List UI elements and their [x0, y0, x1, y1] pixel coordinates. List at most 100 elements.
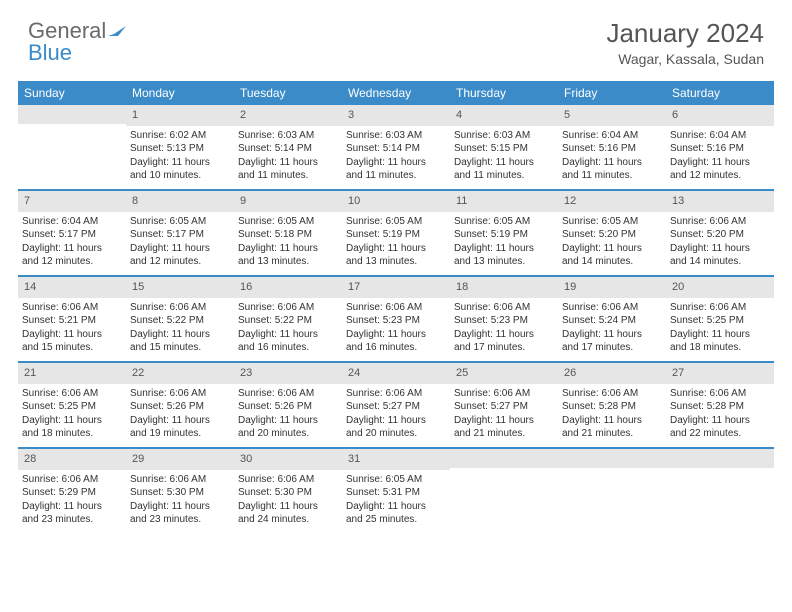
day-body: Sunrise: 6:06 AMSunset: 5:30 PMDaylight:… — [234, 470, 342, 531]
daylight-text: and 14 minutes. — [562, 255, 662, 269]
sunrise-text: Sunrise: 6:06 AM — [346, 387, 446, 401]
day-number: 6 — [666, 105, 774, 126]
day-cell — [450, 449, 558, 533]
daylight-text: and 25 minutes. — [346, 513, 446, 527]
day-number: 12 — [558, 191, 666, 212]
daylight-text: Daylight: 11 hours — [670, 328, 770, 342]
daylight-text: and 22 minutes. — [670, 427, 770, 441]
sunrise-text: Sunrise: 6:06 AM — [670, 215, 770, 229]
sunrise-text: Sunrise: 6:03 AM — [346, 129, 446, 143]
sunrise-text: Sunrise: 6:03 AM — [454, 129, 554, 143]
daylight-text: and 21 minutes. — [454, 427, 554, 441]
daylight-text: and 12 minutes. — [670, 169, 770, 183]
daylight-text: Daylight: 11 hours — [22, 414, 122, 428]
sunrise-text: Sunrise: 6:05 AM — [562, 215, 662, 229]
daylight-text: Daylight: 11 hours — [346, 414, 446, 428]
day-cell: 25Sunrise: 6:06 AMSunset: 5:27 PMDayligh… — [450, 363, 558, 447]
daylight-text: Daylight: 11 hours — [346, 500, 446, 514]
day-body: Sunrise: 6:06 AMSunset: 5:25 PMDaylight:… — [18, 384, 126, 445]
day-number: 29 — [126, 449, 234, 470]
sunrise-text: Sunrise: 6:06 AM — [562, 301, 662, 315]
day-body: Sunrise: 6:04 AMSunset: 5:16 PMDaylight:… — [666, 126, 774, 187]
day-number: 13 — [666, 191, 774, 212]
sunrise-text: Sunrise: 6:03 AM — [238, 129, 338, 143]
day-number — [450, 449, 558, 468]
sunrise-text: Sunrise: 6:06 AM — [130, 301, 230, 315]
day-cell: 5Sunrise: 6:04 AMSunset: 5:16 PMDaylight… — [558, 105, 666, 189]
daylight-text: Daylight: 11 hours — [130, 156, 230, 170]
daylight-text: Daylight: 11 hours — [238, 500, 338, 514]
sunrise-text: Sunrise: 6:06 AM — [670, 301, 770, 315]
day-number: 10 — [342, 191, 450, 212]
daylight-text: and 16 minutes. — [346, 341, 446, 355]
day-body: Sunrise: 6:06 AMSunset: 5:21 PMDaylight:… — [18, 298, 126, 359]
day-cell: 26Sunrise: 6:06 AMSunset: 5:28 PMDayligh… — [558, 363, 666, 447]
sunset-text: Sunset: 5:28 PM — [562, 400, 662, 414]
day-cell: 14Sunrise: 6:06 AMSunset: 5:21 PMDayligh… — [18, 277, 126, 361]
daylight-text: Daylight: 11 hours — [238, 414, 338, 428]
daylight-text: and 13 minutes. — [346, 255, 446, 269]
sunrise-text: Sunrise: 6:05 AM — [130, 215, 230, 229]
daylight-text: and 15 minutes. — [130, 341, 230, 355]
daylight-text: and 23 minutes. — [130, 513, 230, 527]
sunrise-text: Sunrise: 6:05 AM — [346, 473, 446, 487]
sunset-text: Sunset: 5:21 PM — [22, 314, 122, 328]
dow-header-row: SundayMondayTuesdayWednesdayThursdayFrid… — [18, 81, 774, 105]
day-body: Sunrise: 6:06 AMSunset: 5:27 PMDaylight:… — [450, 384, 558, 445]
day-body: Sunrise: 6:05 AMSunset: 5:18 PMDaylight:… — [234, 212, 342, 273]
dow-header-friday: Friday — [558, 81, 666, 105]
daylight-text: Daylight: 11 hours — [562, 242, 662, 256]
daylight-text: and 23 minutes. — [22, 513, 122, 527]
sunset-text: Sunset: 5:14 PM — [238, 142, 338, 156]
daylight-text: Daylight: 11 hours — [130, 328, 230, 342]
daylight-text: and 17 minutes. — [454, 341, 554, 355]
sunset-text: Sunset: 5:20 PM — [562, 228, 662, 242]
daylight-text: and 24 minutes. — [238, 513, 338, 527]
day-number: 4 — [450, 105, 558, 126]
sunset-text: Sunset: 5:24 PM — [562, 314, 662, 328]
sunset-text: Sunset: 5:31 PM — [346, 486, 446, 500]
sunrise-text: Sunrise: 6:06 AM — [22, 473, 122, 487]
sunrise-text: Sunrise: 6:04 AM — [22, 215, 122, 229]
day-cell: 3Sunrise: 6:03 AMSunset: 5:14 PMDaylight… — [342, 105, 450, 189]
sunrise-text: Sunrise: 6:04 AM — [670, 129, 770, 143]
sunrise-text: Sunrise: 6:04 AM — [562, 129, 662, 143]
daylight-text: Daylight: 11 hours — [670, 242, 770, 256]
day-number: 28 — [18, 449, 126, 470]
day-body: Sunrise: 6:05 AMSunset: 5:31 PMDaylight:… — [342, 470, 450, 531]
day-cell — [18, 105, 126, 189]
sunset-text: Sunset: 5:16 PM — [670, 142, 770, 156]
day-number: 14 — [18, 277, 126, 298]
day-body: Sunrise: 6:04 AMSunset: 5:17 PMDaylight:… — [18, 212, 126, 273]
day-cell: 6Sunrise: 6:04 AMSunset: 5:16 PMDaylight… — [666, 105, 774, 189]
daylight-text: Daylight: 11 hours — [562, 156, 662, 170]
day-cell: 22Sunrise: 6:06 AMSunset: 5:26 PMDayligh… — [126, 363, 234, 447]
sunset-text: Sunset: 5:30 PM — [238, 486, 338, 500]
day-cell: 19Sunrise: 6:06 AMSunset: 5:24 PMDayligh… — [558, 277, 666, 361]
sunrise-text: Sunrise: 6:02 AM — [130, 129, 230, 143]
day-number: 26 — [558, 363, 666, 384]
day-number: 30 — [234, 449, 342, 470]
week-row: 1Sunrise: 6:02 AMSunset: 5:13 PMDaylight… — [18, 105, 774, 191]
day-cell — [558, 449, 666, 533]
sunset-text: Sunset: 5:22 PM — [130, 314, 230, 328]
daylight-text: and 11 minutes. — [562, 169, 662, 183]
day-number: 18 — [450, 277, 558, 298]
day-number: 11 — [450, 191, 558, 212]
day-number: 1 — [126, 105, 234, 126]
sunset-text: Sunset: 5:30 PM — [130, 486, 230, 500]
daylight-text: Daylight: 11 hours — [346, 156, 446, 170]
sunrise-text: Sunrise: 6:06 AM — [130, 473, 230, 487]
sunset-text: Sunset: 5:23 PM — [346, 314, 446, 328]
daylight-text: and 19 minutes. — [130, 427, 230, 441]
daylight-text: Daylight: 11 hours — [454, 414, 554, 428]
daylight-text: and 13 minutes. — [238, 255, 338, 269]
day-body: Sunrise: 6:06 AMSunset: 5:29 PMDaylight:… — [18, 470, 126, 531]
day-body: Sunrise: 6:04 AMSunset: 5:16 PMDaylight:… — [558, 126, 666, 187]
sunset-text: Sunset: 5:16 PM — [562, 142, 662, 156]
day-number: 27 — [666, 363, 774, 384]
day-cell: 29Sunrise: 6:06 AMSunset: 5:30 PMDayligh… — [126, 449, 234, 533]
daylight-text: Daylight: 11 hours — [238, 328, 338, 342]
sunrise-text: Sunrise: 6:06 AM — [238, 301, 338, 315]
day-body: Sunrise: 6:06 AMSunset: 5:22 PMDaylight:… — [126, 298, 234, 359]
